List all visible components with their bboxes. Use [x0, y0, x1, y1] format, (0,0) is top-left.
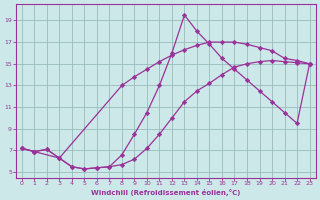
- X-axis label: Windchill (Refroidissement éolien,°C): Windchill (Refroidissement éolien,°C): [91, 189, 240, 196]
